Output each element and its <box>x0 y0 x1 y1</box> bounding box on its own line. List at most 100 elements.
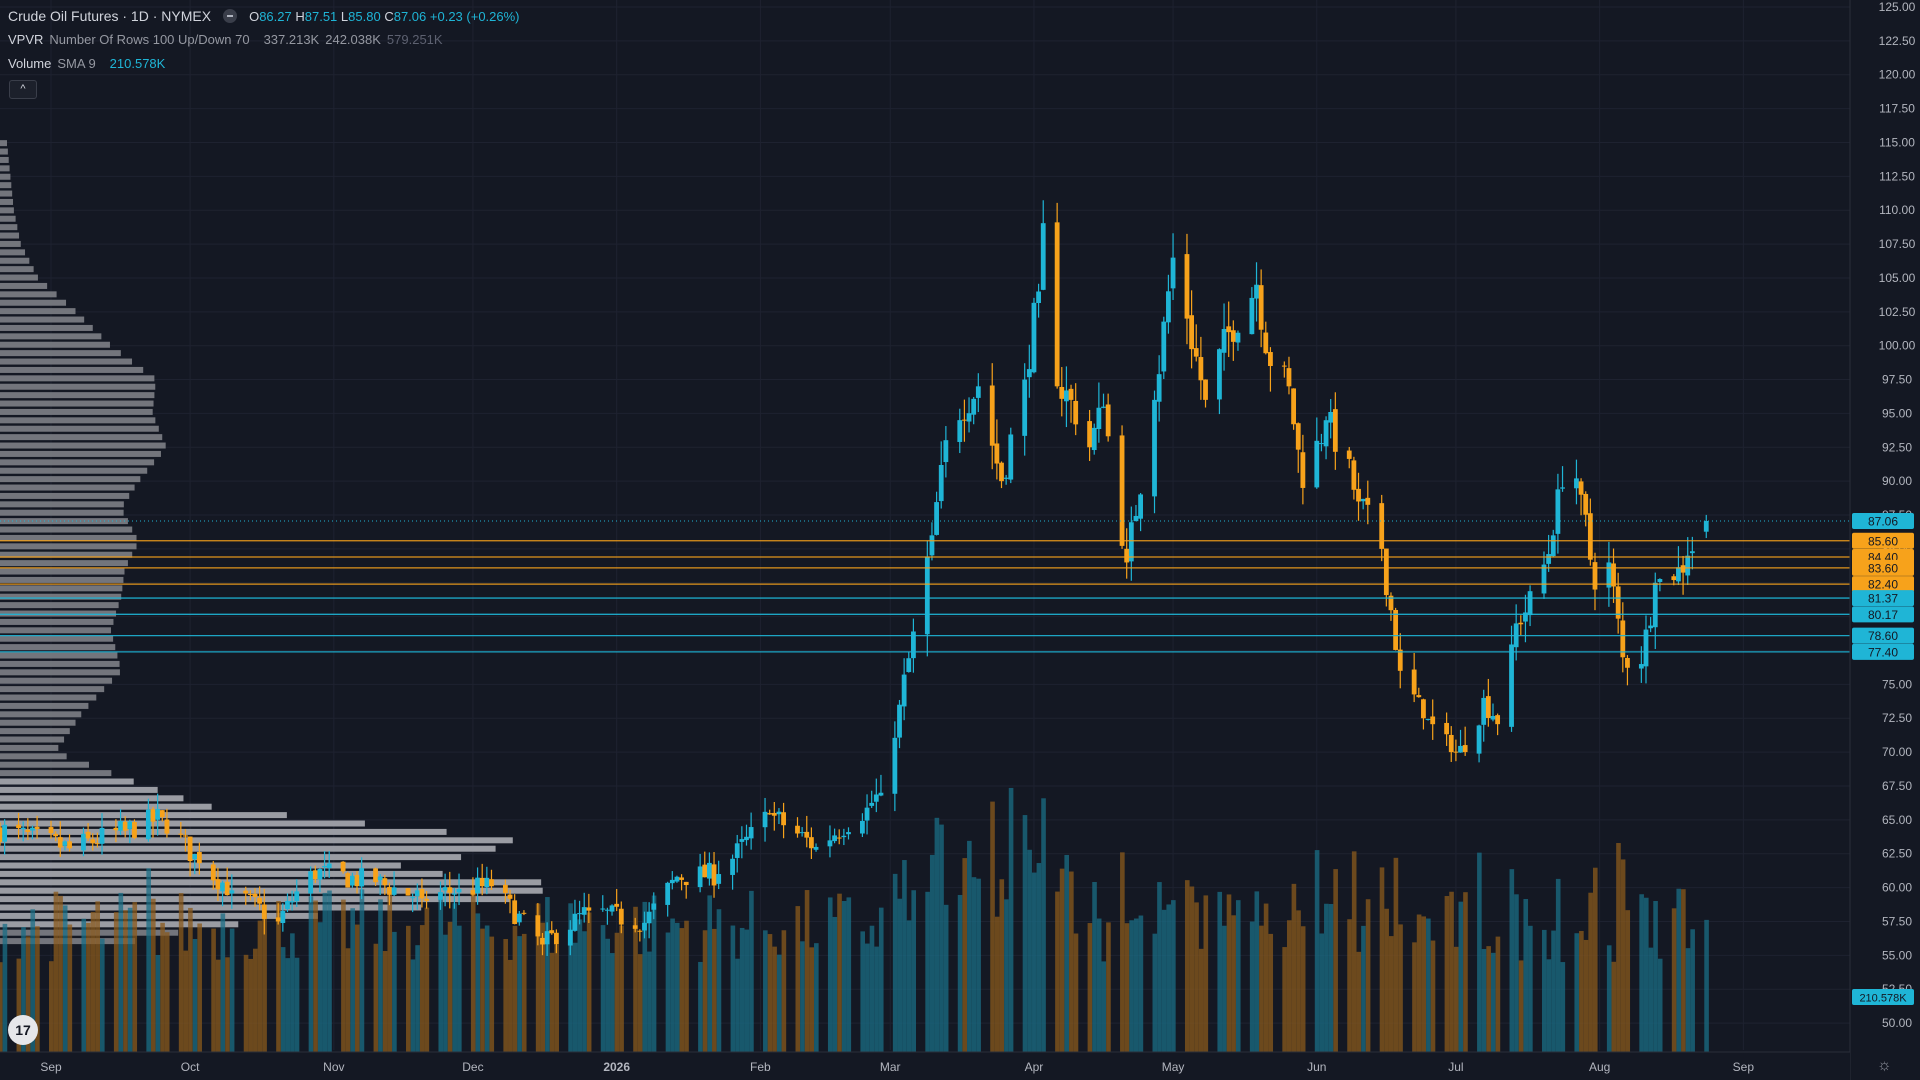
candle-body <box>827 840 833 847</box>
volume-bar <box>698 961 703 1052</box>
candle-body <box>1291 388 1297 425</box>
volume-bar <box>1648 947 1654 1052</box>
candle-body <box>535 915 541 937</box>
volume-bar <box>730 925 736 1052</box>
volume-bar <box>902 860 907 1052</box>
volume-profile-row <box>0 459 155 466</box>
volume-bar <box>1453 946 1459 1052</box>
volume-profile-row <box>0 291 57 298</box>
candle-body <box>966 413 972 422</box>
candle-body <box>1523 612 1528 622</box>
volume-bar <box>577 919 583 1052</box>
collapse-legend-button[interactable]: ^ <box>9 80 37 99</box>
candle-body <box>1193 348 1199 357</box>
volume-bar <box>957 894 963 1052</box>
candle-body <box>155 809 161 820</box>
candle-body <box>224 881 230 896</box>
volume-bar <box>610 953 615 1052</box>
candle-body <box>257 897 263 904</box>
vpvr-legend[interactable]: VPVR Number Of Rows 100 Up/Down 70 337.2… <box>8 32 443 47</box>
volume-profile-row <box>0 828 447 835</box>
volume-profile-row <box>0 450 161 457</box>
tradingview-logo[interactable]: 17 <box>8 1015 38 1045</box>
volume-bar <box>1574 933 1580 1052</box>
volume-bar <box>517 936 522 1052</box>
time-axis[interactable]: Sep Oct Nov Dec 2026 Feb Mar Apr May Jun Jul Aug Sep <box>0 1051 1850 1080</box>
volume-bar <box>1217 891 1223 1052</box>
volume-profile-row <box>0 686 105 693</box>
candle-body <box>1421 699 1426 719</box>
candle-body <box>1676 567 1681 582</box>
volume-bar <box>1249 921 1255 1052</box>
vpvr-down: 242.038K <box>325 32 381 47</box>
volume-bar <box>897 898 903 1052</box>
candle-body <box>1268 352 1273 367</box>
candle-body <box>1319 443 1324 445</box>
volume-bar <box>999 879 1005 1052</box>
time-tick-label: Jun <box>1307 1060 1326 1074</box>
volume-bar <box>749 890 754 1052</box>
volume-bar <box>1328 904 1334 1052</box>
price-tick-label: 97.50 <box>1882 373 1912 387</box>
candle-body <box>391 887 397 895</box>
candle-body <box>322 865 327 868</box>
volume-bar <box>1588 892 1593 1052</box>
volume-bar <box>1152 933 1158 1052</box>
volume-bar <box>90 911 96 1052</box>
volume-bar <box>123 910 128 1052</box>
symbol-title[interactable]: Crude Oil Futures · 1D · NYMEX <box>8 8 212 24</box>
volume-bar <box>1133 918 1139 1052</box>
volume-bar <box>776 954 782 1052</box>
volume-bar <box>1189 886 1195 1052</box>
volume-profile-row <box>0 845 496 852</box>
time-tick-label: Sep <box>40 1060 62 1074</box>
volume-bar <box>1101 961 1107 1052</box>
candle-body <box>1064 390 1069 402</box>
volume-bar <box>1449 891 1454 1052</box>
volume-bar <box>702 930 708 1052</box>
candle-body <box>711 864 717 886</box>
volume-bar <box>197 923 202 1052</box>
candle-body <box>567 929 573 946</box>
volume-bar <box>484 925 490 1052</box>
volume-bar <box>243 954 249 1052</box>
time-tick-label: 2026 <box>603 1060 630 1074</box>
candle-body <box>16 824 21 829</box>
volume-bar <box>1528 925 1533 1052</box>
candle-body <box>127 821 133 829</box>
candle-body <box>679 877 684 880</box>
candle-body <box>62 841 68 846</box>
volume-legend[interactable]: Volume SMA 9 210.578K <box>8 56 165 71</box>
candle-body <box>1152 399 1157 497</box>
volume-bar <box>1087 923 1093 1052</box>
time-tick-label: Feb <box>750 1060 771 1074</box>
volume-profile-row <box>0 728 70 735</box>
candle-body <box>540 937 545 945</box>
candle-body <box>586 907 592 911</box>
candle-body <box>85 831 91 839</box>
candle-body <box>642 922 647 931</box>
volume-profile-row <box>0 652 118 659</box>
volume-bar <box>1092 881 1097 1052</box>
volume-bar <box>229 928 235 1052</box>
volume-profile-row <box>0 576 124 583</box>
volume-bar <box>967 840 972 1052</box>
visibility-eye-icon[interactable] <box>223 9 238 23</box>
volume-bar <box>739 927 745 1052</box>
volume-bar <box>1671 908 1677 1052</box>
candle-body <box>1458 745 1463 753</box>
price-axis[interactable]: 125.00 122.50 120.00 117.50 115.00 112.50 110.… <box>1849 0 1920 1080</box>
volume-bar <box>155 954 161 1052</box>
candle-body <box>1527 591 1533 616</box>
volume-bar <box>1254 891 1260 1052</box>
volume-profile-row <box>0 341 110 348</box>
volume-bar <box>415 945 420 1052</box>
candle-body <box>1620 620 1626 658</box>
candle-body <box>1546 554 1552 564</box>
settings-gear-icon[interactable]: ☼ <box>1877 1057 1892 1074</box>
time-axis-background <box>0 1052 1850 1080</box>
volume-bar <box>424 907 430 1052</box>
volume-bar <box>452 903 457 1052</box>
volume-profile-row <box>0 434 163 441</box>
